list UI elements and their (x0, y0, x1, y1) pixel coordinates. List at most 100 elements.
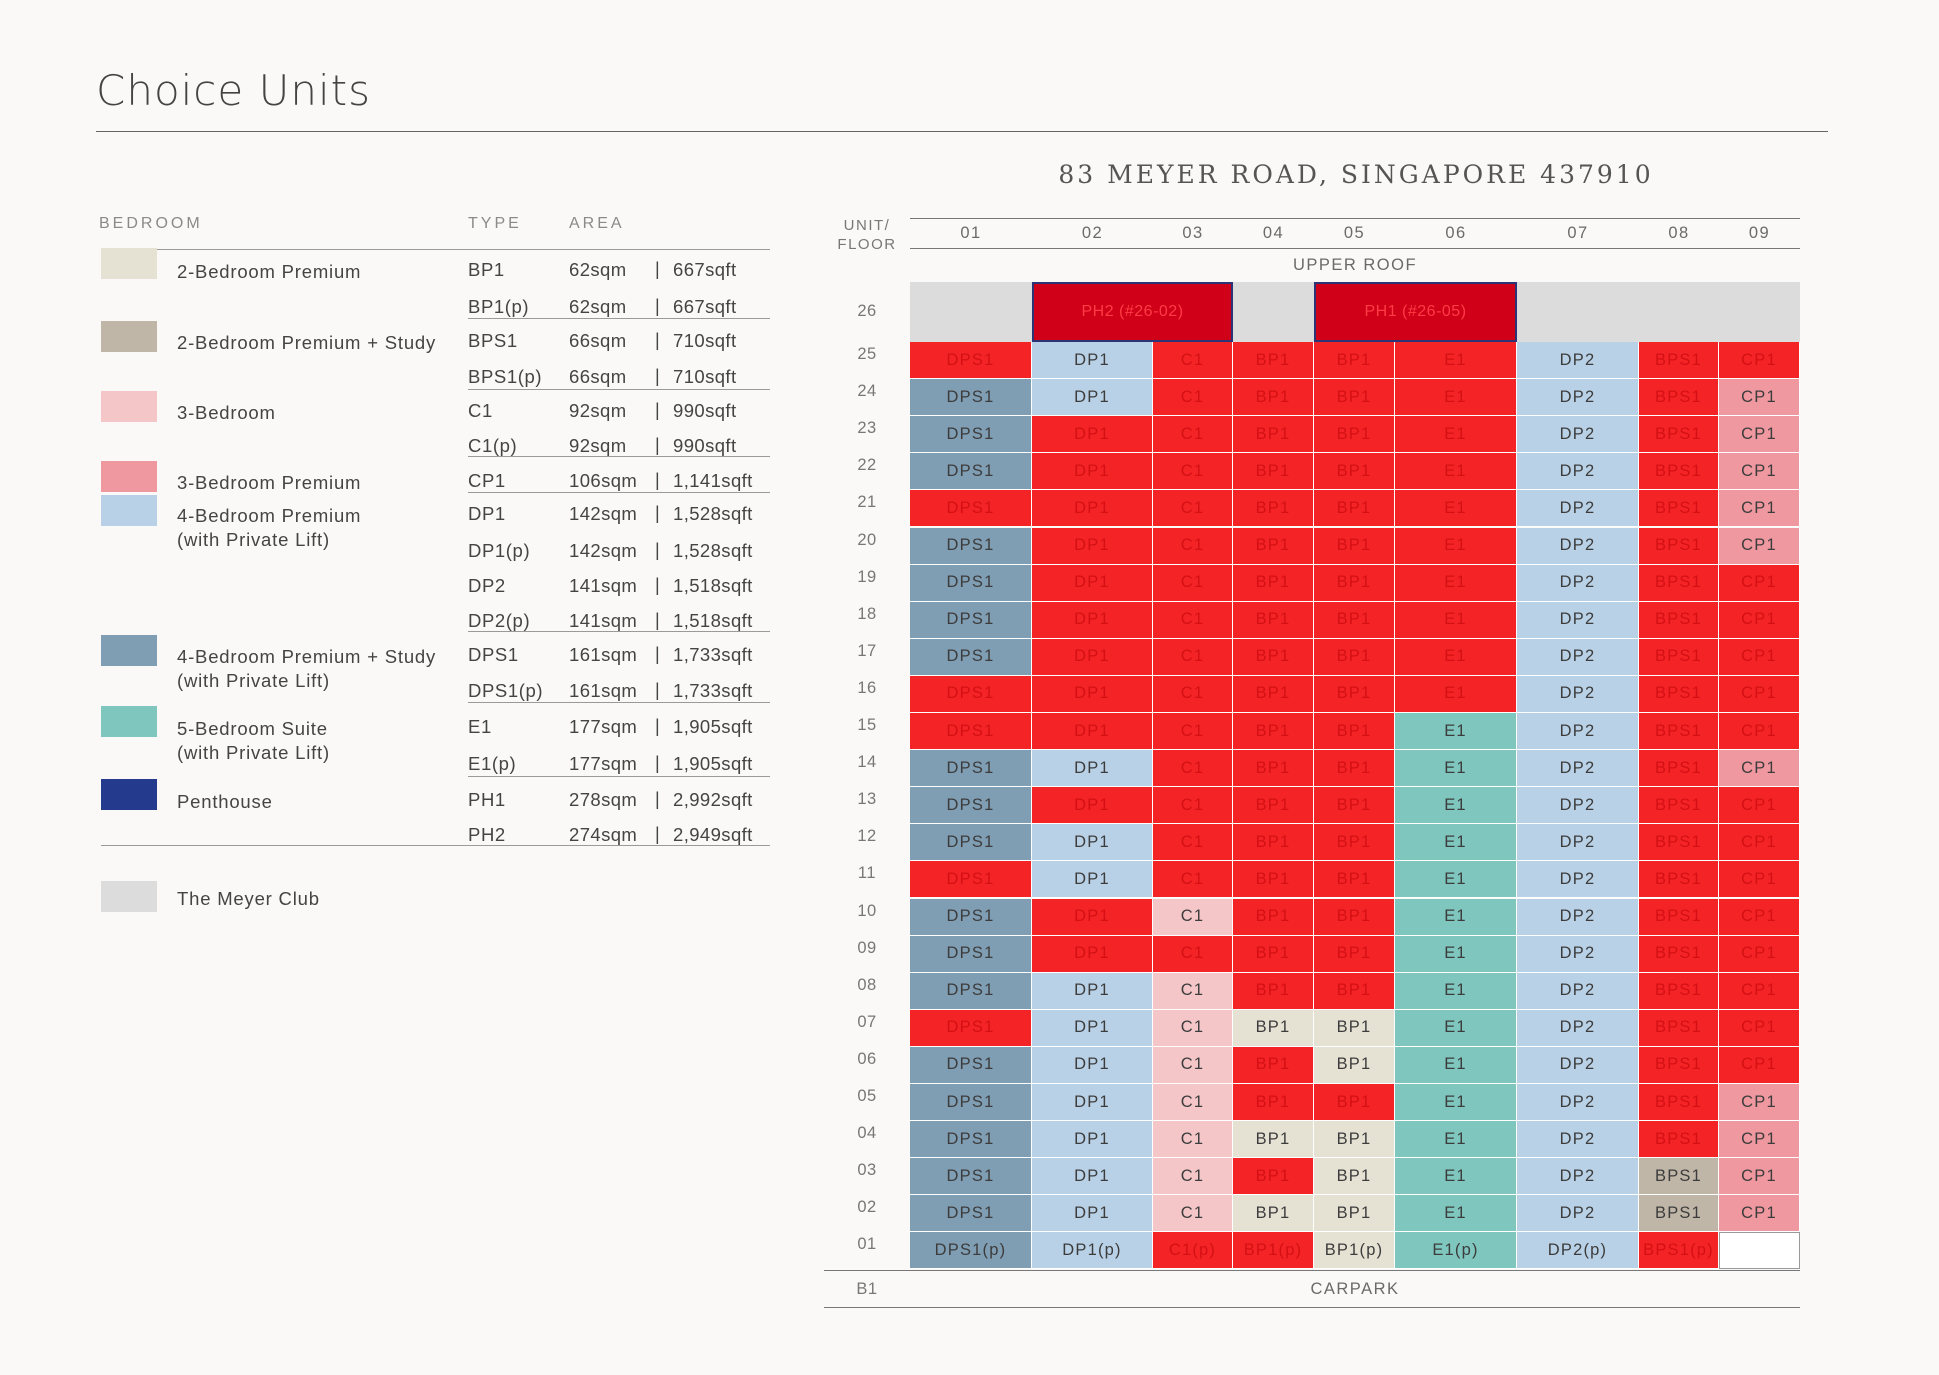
legend-swatch-club (101, 881, 157, 912)
unit-cell: BP1 (1314, 713, 1395, 751)
unit-cell: E1 (1395, 1046, 1517, 1084)
legend-area-sqft: 1,528sqft (673, 503, 753, 524)
unit-cell: E1 (1395, 1158, 1517, 1196)
unit-cell: DPS1 (910, 527, 1032, 565)
floor-label: 26 (857, 302, 877, 320)
floor-label: 17 (857, 641, 877, 660)
chart-top-rule (910, 218, 1800, 219)
unit-cell: DP1 (1032, 1084, 1153, 1122)
legend-area-divider: | (655, 610, 660, 630)
unit-cell: BPS1 (1639, 564, 1719, 602)
floor-label: 01 (857, 1235, 877, 1254)
unit-cell: DPS1 (910, 972, 1032, 1010)
legend-separator (101, 249, 770, 250)
floor-label: 05 (857, 1087, 877, 1105)
penthouse-ph2: PH2 (#26-02) (1032, 282, 1233, 342)
unit-cell: BPS1 (1639, 1121, 1719, 1159)
unit-cell: C1 (1153, 416, 1233, 454)
legend-area-divider: | (655, 716, 660, 736)
unit-cell: BP1 (1233, 972, 1314, 1010)
unit-cell: C1 (1153, 861, 1233, 899)
floor-label: 13 (857, 790, 877, 809)
unit-cell: BPS1 (1639, 1046, 1719, 1084)
legend-area-sqm: 142sqm (569, 540, 638, 561)
unit-cell: DP2 (1517, 898, 1639, 936)
legend-area-sqft: 710sqft (673, 366, 737, 387)
legend-separator (468, 776, 770, 777)
unit-cell: E1 (1395, 675, 1517, 713)
floor-label: 21 (857, 493, 877, 512)
unit-cell: DP1 (1032, 564, 1153, 602)
legend-type: PH2 (468, 824, 506, 845)
unit-cell: BP1 (1314, 675, 1395, 713)
legend-label: 5-Bedroom Suite (177, 718, 328, 739)
unit-cell: DPS1 (910, 453, 1032, 491)
unit-cell: E1 (1395, 416, 1517, 454)
legend-area-divider: | (655, 366, 660, 386)
unit-cell-ground (1719, 1232, 1800, 1270)
unit-cell: DP2 (1517, 861, 1639, 899)
unit-cell: E1 (1395, 342, 1517, 380)
legend-type: DP1(p) (468, 540, 531, 561)
legend-type: DPS1 (468, 644, 519, 665)
unit-cell-ground: C1(p) (1153, 1232, 1233, 1270)
unit-cell: DPS1 (910, 416, 1032, 454)
unit-cell: DPS1 (910, 638, 1032, 676)
legend-area-sqft: 990sqft (673, 435, 737, 456)
unit-cell: DPS1 (910, 1046, 1032, 1084)
unit-cell: DP1 (1032, 490, 1153, 528)
legend-label: Penthouse (177, 791, 273, 812)
unit-cell: CP1 (1719, 1158, 1800, 1196)
legend-separator (468, 492, 770, 493)
unit-cell: BP1 (1314, 1121, 1395, 1159)
unit-cell: CP1 (1719, 824, 1800, 862)
unit-cell: C1 (1153, 675, 1233, 713)
unit-cell: DP1 (1032, 972, 1153, 1010)
unit-cell: E1 (1395, 379, 1517, 417)
unit-cell: C1 (1153, 935, 1233, 973)
legend-area-sqm: 161sqm (569, 680, 638, 701)
unit-cell: BP1 (1233, 675, 1314, 713)
unit-cell: CP1 (1719, 1046, 1800, 1084)
unit-cell-ground: DP1(p) (1032, 1232, 1153, 1270)
unit-cell: DP2 (1517, 638, 1639, 676)
unit-axis-label: UNIT/ (843, 217, 891, 234)
legend-header-area: AREA (569, 215, 625, 232)
floor-label: 14 (857, 753, 877, 772)
unit-cell: DP1 (1032, 935, 1153, 973)
unit-cell: C1 (1153, 824, 1233, 862)
unit-cell: DPS1 (910, 898, 1032, 936)
legend-area-sqm: 92sqm (569, 435, 627, 456)
unit-cell: DP1 (1032, 750, 1153, 788)
legend-area-divider: | (655, 680, 660, 700)
unit-cell: E1 (1395, 898, 1517, 936)
unit-cell: BP1 (1233, 564, 1314, 602)
legend-swatch (101, 779, 157, 810)
unit-cell: CP1 (1719, 713, 1800, 751)
legend-swatch (101, 321, 157, 352)
unit-cell: DP1 (1032, 601, 1153, 639)
legend-label: 4-Bedroom Premium (177, 505, 362, 526)
unit-cell: DP1 (1032, 638, 1153, 676)
unit-cell: BP1 (1314, 453, 1395, 491)
unit-cell: CP1 (1719, 787, 1800, 825)
legend-area-divider: | (655, 789, 660, 809)
unit-cell: BP1 (1314, 1046, 1395, 1084)
unit-number-label: 08 (1668, 224, 1690, 242)
unit-cell: E1 (1395, 638, 1517, 676)
unit-cell: BP1 (1314, 527, 1395, 565)
floor-label: 12 (857, 827, 877, 846)
legend-area-sqm: 106sqm (569, 470, 638, 491)
legend-area-sqft: 667sqft (673, 259, 737, 280)
floor-label: 07 (857, 1012, 877, 1031)
legend-area-sqm: 177sqm (569, 753, 638, 774)
unit-cell: DPS1 (910, 861, 1032, 899)
unit-cell: BP1 (1314, 824, 1395, 862)
floor-label: 06 (857, 1049, 877, 1068)
unit-cell: CP1 (1719, 416, 1800, 454)
unit-cell: E1 (1395, 527, 1517, 565)
unit-cell: BP1 (1233, 787, 1314, 825)
unit-cell: BPS1 (1639, 1158, 1719, 1196)
unit-cell: E1 (1395, 972, 1517, 1010)
floor-label: 18 (857, 604, 877, 623)
